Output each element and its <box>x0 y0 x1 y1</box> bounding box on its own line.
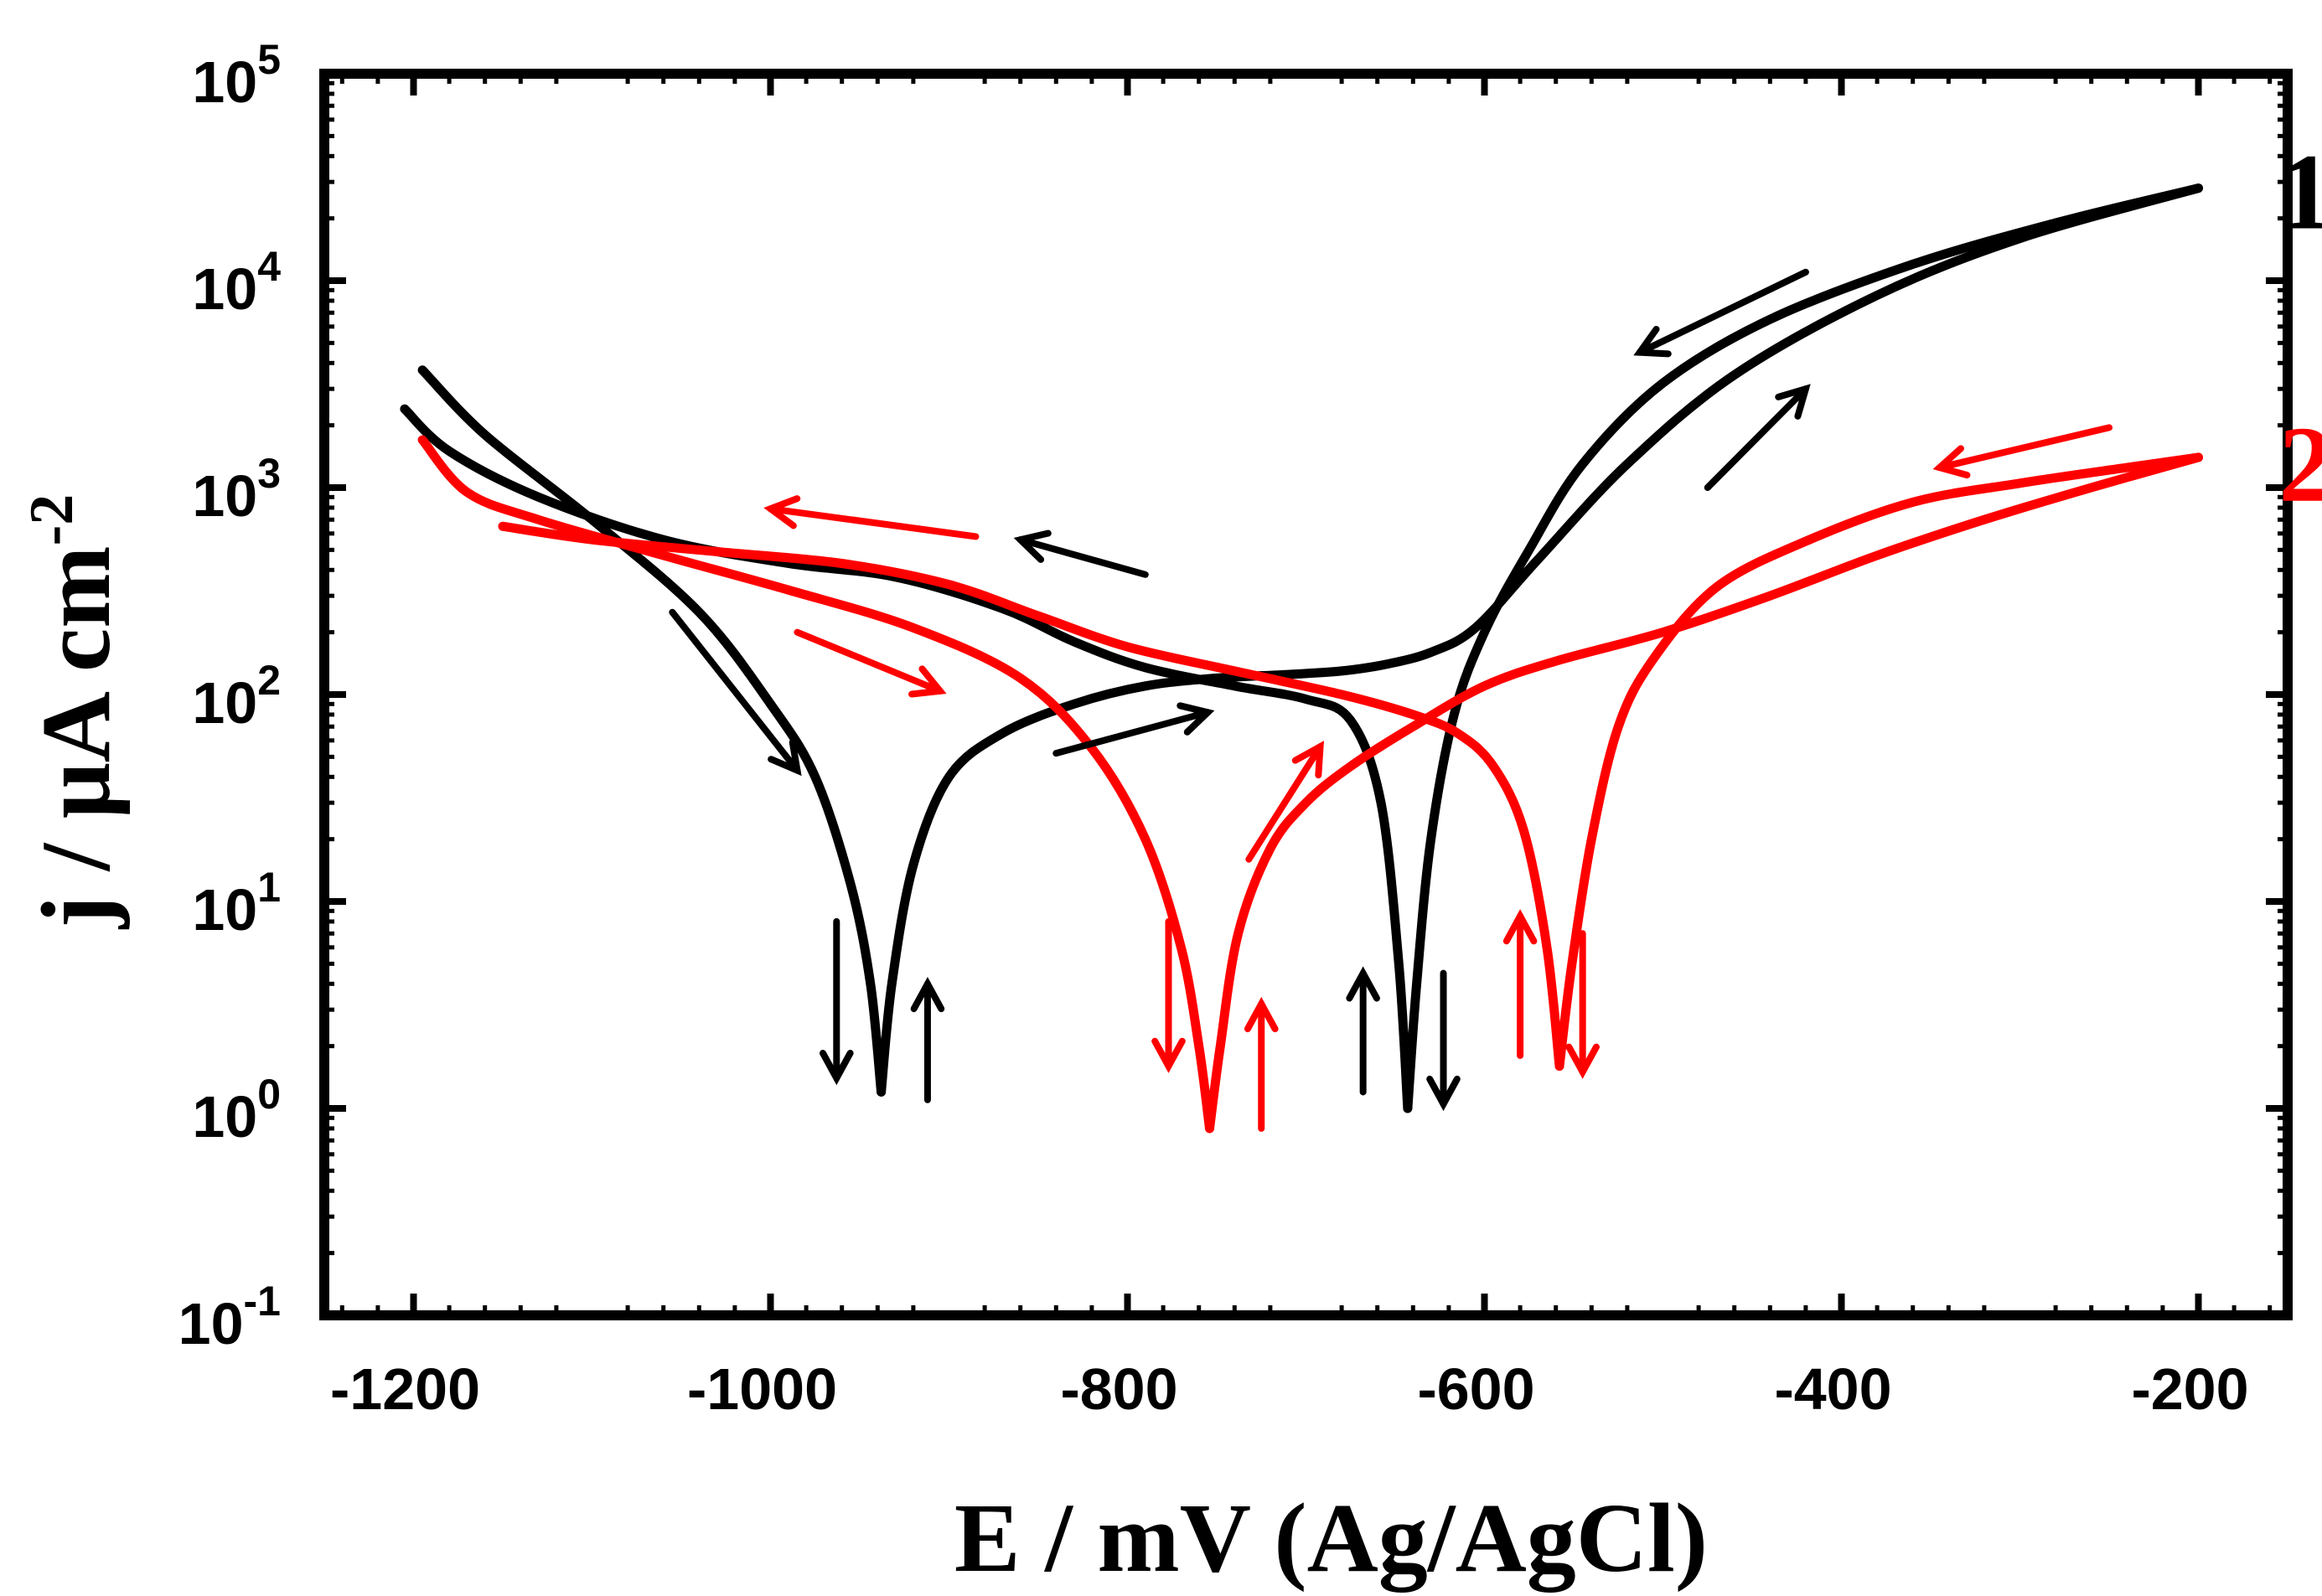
direction-arrow <box>910 976 945 1103</box>
direction-arrow <box>1151 917 1186 1073</box>
direction-arrow <box>1932 424 2113 479</box>
direction-arrow <box>1704 384 1811 491</box>
x-tick-label: -400 <box>1774 1356 1891 1422</box>
y-axis-title-exponent: -2 <box>18 494 86 546</box>
x-tick-label: -600 <box>1417 1356 1534 1422</box>
direction-arrow <box>1633 268 1809 358</box>
curves-layer <box>400 183 2203 1134</box>
direction-arrow <box>1502 909 1538 1059</box>
y-tick-label: 100 <box>192 1071 281 1149</box>
y-axis-title-main: j / μA cm <box>21 545 131 929</box>
series-2-forward-anodic <box>1205 452 2203 1134</box>
x-tick-label: -1200 <box>330 1356 480 1422</box>
curve-labels: 12 <box>2278 132 2322 525</box>
y-tick-label: 10-1 <box>178 1278 281 1356</box>
y-tick-label: 103 <box>192 450 281 529</box>
direction-arrow <box>1245 741 1325 863</box>
y-tick-label: 104 <box>192 243 281 322</box>
series-1-forward-cathodic <box>417 365 887 1097</box>
x-axis-title: E / mV (Ag/AgCl) <box>954 1483 1708 1593</box>
curve-label-1: 1 <box>2278 132 2322 253</box>
series-1-reverse-anodic <box>1403 183 2203 1113</box>
curve-label-2: 2 <box>2278 405 2322 525</box>
direction-arrow <box>1426 969 1461 1112</box>
x-tick-label: -800 <box>1060 1356 1177 1422</box>
x-tick-label: -200 <box>2131 1356 2248 1422</box>
direction-arrow <box>1244 996 1279 1132</box>
direction-arrow <box>669 608 802 777</box>
x-ticks: -1200 -1000 -800 -600 -400 -200 <box>330 74 2273 1422</box>
y-tick-label: 102 <box>192 657 281 736</box>
y-axis-title: j / μA cm-2 <box>18 494 131 930</box>
y-tick-label: 105 <box>192 36 281 115</box>
series-1-forward-anodic <box>877 183 2203 1097</box>
direction-arrow <box>1346 966 1380 1096</box>
direction-arrow <box>794 628 947 698</box>
direction-arrow <box>1052 702 1215 757</box>
direction-arrow <box>763 495 980 540</box>
y-ticks: 105 104 103 102 101 100 10-1 <box>178 36 2288 1356</box>
y-tick-label: 101 <box>192 864 281 943</box>
direction-arrow <box>1565 930 1600 1079</box>
direction-arrow <box>1013 529 1149 578</box>
series-2-forward-cathodic <box>417 435 1214 1134</box>
arrows-layer <box>669 268 2113 1132</box>
direction-arrow <box>820 917 854 1086</box>
x-tick-label: -1000 <box>687 1356 837 1422</box>
series-1-reverse-cathodic <box>400 404 1413 1113</box>
series-2-reverse-anodic <box>1554 452 2203 1072</box>
series-2-reverse-cathodic <box>498 521 1564 1072</box>
